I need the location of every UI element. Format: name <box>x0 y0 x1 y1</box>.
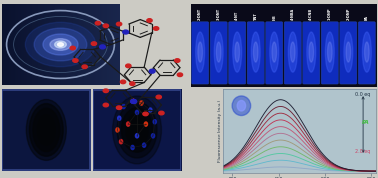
FancyBboxPatch shape <box>321 22 338 84</box>
FancyBboxPatch shape <box>210 22 227 84</box>
Ellipse shape <box>346 42 351 62</box>
Text: 4-NBA: 4-NBA <box>291 8 295 20</box>
Ellipse shape <box>25 22 96 67</box>
Ellipse shape <box>33 108 60 152</box>
FancyBboxPatch shape <box>229 22 246 84</box>
Text: 2-DNP: 2-DNP <box>346 8 350 20</box>
Ellipse shape <box>363 32 371 72</box>
Text: 4-CNB: 4-CNB <box>309 8 313 20</box>
Circle shape <box>156 95 161 99</box>
Ellipse shape <box>290 42 295 62</box>
Ellipse shape <box>121 108 153 152</box>
Ellipse shape <box>26 100 66 160</box>
Ellipse shape <box>117 102 157 158</box>
Circle shape <box>149 108 152 112</box>
Ellipse shape <box>272 42 277 62</box>
Ellipse shape <box>325 32 334 72</box>
Circle shape <box>127 122 130 126</box>
Circle shape <box>119 140 122 144</box>
Circle shape <box>116 22 122 26</box>
Text: NB: NB <box>272 15 276 20</box>
Circle shape <box>153 27 159 30</box>
Circle shape <box>131 100 136 103</box>
Circle shape <box>122 104 125 109</box>
Circle shape <box>153 120 156 124</box>
Circle shape <box>120 80 125 84</box>
Ellipse shape <box>113 96 161 164</box>
FancyBboxPatch shape <box>303 22 320 84</box>
Ellipse shape <box>309 42 314 62</box>
Circle shape <box>140 101 143 105</box>
Circle shape <box>159 111 164 115</box>
Ellipse shape <box>198 42 203 62</box>
FancyBboxPatch shape <box>266 22 283 84</box>
Ellipse shape <box>344 32 353 72</box>
Circle shape <box>123 30 129 34</box>
Ellipse shape <box>50 39 71 50</box>
Circle shape <box>149 69 155 73</box>
Circle shape <box>70 46 75 50</box>
Circle shape <box>135 110 139 114</box>
Ellipse shape <box>29 104 63 156</box>
Circle shape <box>147 19 152 22</box>
Circle shape <box>144 122 147 126</box>
Ellipse shape <box>270 32 279 72</box>
Circle shape <box>135 134 139 138</box>
Ellipse shape <box>251 32 260 72</box>
Y-axis label: Fluorescence Intensity (a.u.): Fluorescence Intensity (a.u.) <box>218 100 222 162</box>
Circle shape <box>95 21 101 25</box>
Text: TNT: TNT <box>254 12 258 20</box>
Ellipse shape <box>43 34 78 55</box>
Ellipse shape <box>327 42 332 62</box>
Text: 2.0 eq: 2.0 eq <box>355 149 370 154</box>
Circle shape <box>130 82 135 85</box>
FancyBboxPatch shape <box>340 22 357 84</box>
Circle shape <box>116 128 119 132</box>
Circle shape <box>91 42 96 45</box>
Circle shape <box>143 143 146 147</box>
FancyBboxPatch shape <box>284 22 301 84</box>
Ellipse shape <box>196 32 204 72</box>
Text: 3-DNT: 3-DNT <box>217 8 221 20</box>
Circle shape <box>100 45 105 49</box>
Text: 4-NT: 4-NT <box>235 11 239 20</box>
Circle shape <box>131 100 136 103</box>
Circle shape <box>73 59 78 62</box>
Ellipse shape <box>57 43 64 46</box>
Circle shape <box>118 116 121 120</box>
Ellipse shape <box>214 32 223 72</box>
Text: 2-DNT: 2-DNT <box>198 8 202 20</box>
Circle shape <box>131 145 134 150</box>
Circle shape <box>175 59 180 62</box>
FancyBboxPatch shape <box>358 22 375 84</box>
Circle shape <box>131 99 134 103</box>
Text: 0.0 eq: 0.0 eq <box>355 92 370 97</box>
Ellipse shape <box>37 115 55 145</box>
Circle shape <box>103 89 108 93</box>
Circle shape <box>177 73 183 77</box>
Text: PA: PA <box>362 120 370 125</box>
FancyBboxPatch shape <box>247 22 264 84</box>
Circle shape <box>125 64 131 68</box>
Circle shape <box>116 106 122 109</box>
Circle shape <box>103 103 108 107</box>
Ellipse shape <box>55 41 67 48</box>
Circle shape <box>143 112 148 116</box>
Text: 1-DNP: 1-DNP <box>328 8 332 20</box>
Text: PA: PA <box>365 15 369 20</box>
Ellipse shape <box>364 42 369 62</box>
Ellipse shape <box>307 32 316 72</box>
Ellipse shape <box>216 42 221 62</box>
Ellipse shape <box>233 32 242 72</box>
Circle shape <box>82 65 87 69</box>
Circle shape <box>152 134 155 138</box>
FancyBboxPatch shape <box>192 22 209 84</box>
Ellipse shape <box>34 28 87 61</box>
Ellipse shape <box>126 114 148 146</box>
Circle shape <box>103 24 108 28</box>
Ellipse shape <box>288 32 297 72</box>
Ellipse shape <box>253 42 258 62</box>
Ellipse shape <box>235 42 240 62</box>
